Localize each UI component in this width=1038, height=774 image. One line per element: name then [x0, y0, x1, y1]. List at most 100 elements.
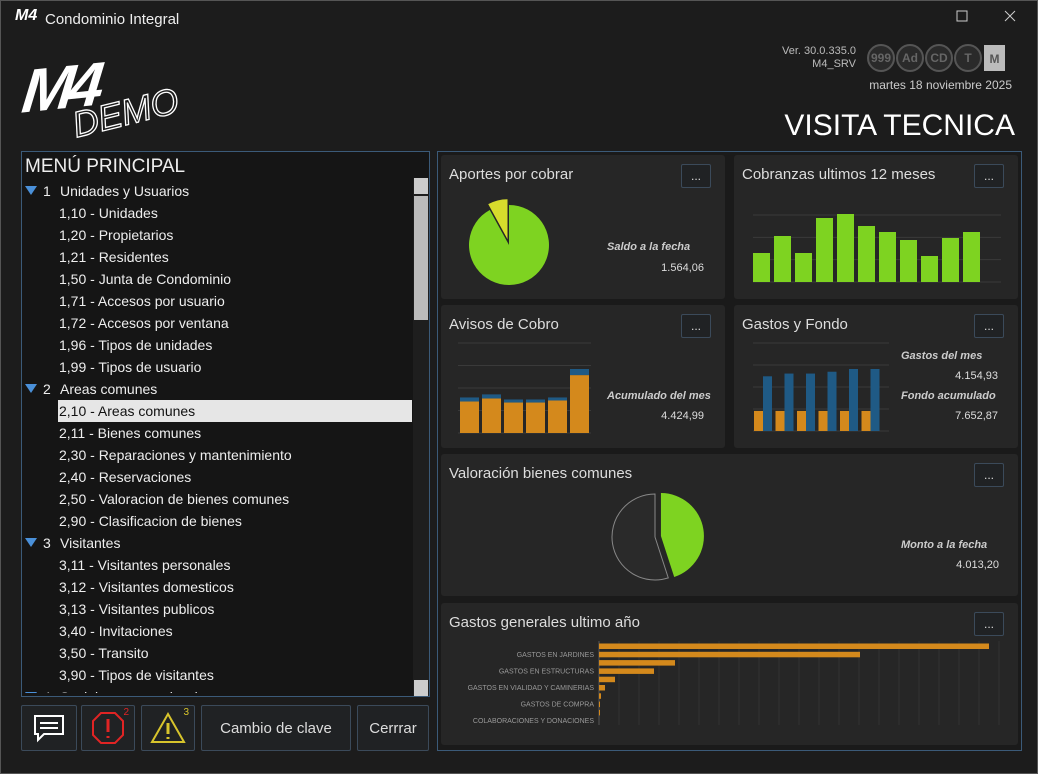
change-password-button[interactable]: Cambio de clave	[201, 705, 351, 751]
bar	[879, 232, 896, 282]
menu-item[interactable]: 1,21 - Residentes	[59, 249, 169, 265]
bar	[599, 660, 675, 666]
menu-item[interactable]: 3,13 - Visitantes publicos	[59, 601, 215, 617]
more-button[interactable]: ...	[974, 164, 1004, 188]
messages-button[interactable]	[21, 705, 77, 751]
chart-title: Aportes por cobrar	[449, 166, 573, 183]
annotation-label: Monto a la fecha	[901, 539, 987, 551]
menu-item[interactable]: 2,40 - Reservaciones	[59, 469, 192, 485]
chart-panel: Gastos y Fondo Gastos del mes 4.154,93 Fond…	[734, 305, 1018, 448]
version-info: Ver. 30.0.335.0 M4_SRV	[782, 45, 856, 71]
bar	[806, 373, 815, 431]
more-button[interactable]: ...	[974, 463, 1004, 487]
badge-label: CD	[930, 51, 948, 65]
more-button[interactable]: ...	[974, 314, 1004, 338]
chart: Valoración bienes comunes Monto a la fech…	[449, 465, 999, 581]
menu-item[interactable]: 3,40 - Invitaciones	[59, 623, 173, 639]
bar	[599, 693, 601, 699]
window-title: Condominio Integral	[45, 11, 180, 28]
menu-item[interactable]: 3,90 - Tipos de visitantes	[59, 667, 214, 683]
version: Ver. 30.0.335.0	[781, 45, 856, 57]
group-number: 1	[43, 183, 51, 199]
group-label: Unidades y Usuarios	[60, 183, 190, 199]
app-icon: M4	[15, 7, 38, 24]
alerts-button[interactable]: 2	[81, 705, 135, 751]
chart-panel: Aportes por cobrar Saldo a la fecha 1.564,…	[441, 155, 725, 299]
group-number: 3	[43, 535, 51, 551]
menu-item[interactable]: 1,20 - Propietarios	[59, 227, 174, 243]
menu-title: MENÚ PRINCIPAL	[25, 156, 186, 177]
group-label: Sociales y comunicacion	[60, 686, 213, 693]
menu-list: 1 Unidades y Usuarios 1,10 - Unidades 1,20 …	[22, 180, 412, 693]
category-label: GASTOS EN VIALIDAD Y CAMINERIAS	[468, 685, 595, 692]
menu-panel: MENÚ PRINCIPAL 1 Unidades y Usuarios 1,10 …	[21, 151, 430, 697]
menu-item[interactable]: 3,12 - Visitantes domesticos	[59, 579, 234, 595]
menu-item[interactable]: 3,50 - Transito	[59, 645, 149, 661]
chart: Avisos de Cobro Acumulado del mes 4.424,99	[449, 316, 711, 434]
menu-group[interactable]: 1 Unidades y Usuarios	[22, 180, 412, 202]
more-button[interactable]: ...	[974, 612, 1004, 636]
maximize[interactable]	[956, 10, 968, 22]
window-controls[interactable]	[951, 7, 1021, 27]
bar	[827, 371, 837, 431]
bar	[775, 410, 785, 431]
group-number: 2	[43, 381, 51, 397]
chart-panel: Gastos generales ultimo año GASTOS EN JAR…	[441, 603, 1018, 745]
bar	[754, 410, 763, 431]
close-x[interactable]	[1004, 10, 1016, 22]
menu-item[interactable]: 2,11 - Bienes comunes	[59, 425, 202, 441]
menu-item[interactable]: 1,72 - Accesos por ventana	[59, 315, 229, 331]
more-button[interactable]: ...	[681, 314, 711, 338]
menu-group[interactable]: 2 Areas comunes	[22, 378, 412, 400]
logo-sub: DEMO	[67, 79, 183, 141]
bar	[816, 218, 833, 282]
menu-item[interactable]: 1,71 - Accesos por usuario	[59, 293, 225, 309]
logo-demo: DEMO	[68, 80, 183, 141]
scroll-thumb[interactable]	[414, 196, 428, 320]
annotation-value: 7.652,87	[955, 410, 998, 422]
close-button[interactable]: Cerrrar	[357, 705, 429, 751]
menu-item[interactable]: 1,50 - Junta de Condominio	[59, 271, 231, 287]
scroll-up[interactable]	[414, 178, 428, 194]
category-label: GASTOS EN ESTRUCTURAS	[499, 668, 594, 675]
bar-segment	[526, 402, 545, 433]
menu-item[interactable]: 1,96 - Tipos de unidades	[59, 337, 213, 353]
bar-segment	[482, 398, 501, 433]
pie-slice	[611, 493, 669, 581]
bar	[795, 253, 812, 282]
bar-segment	[504, 399, 523, 403]
menu-item[interactable]: 1,10 - Unidades	[59, 205, 158, 221]
bar	[599, 709, 600, 716]
bar	[861, 410, 871, 431]
menu-item[interactable]: 2,50 - Valoracion de bienes comunes	[59, 491, 290, 507]
chart-title: Avisos de Cobro	[449, 316, 559, 333]
group-number: 4	[43, 686, 51, 693]
bar	[840, 410, 849, 431]
scrollbar[interactable]	[413, 178, 429, 696]
bar-segment	[570, 375, 589, 433]
chart: Aportes por cobrar Saldo a la fecha 1.564,…	[449, 166, 704, 285]
group-label: Areas comunes	[60, 381, 158, 397]
menu-item[interactable]: 2,30 - Reparaciones y mantenimiento	[59, 447, 292, 463]
more-button[interactable]: ...	[681, 164, 711, 188]
bar	[599, 701, 600, 708]
bar	[599, 651, 860, 658]
menu-item[interactable]: 2,10 - Areas comunes	[58, 400, 412, 422]
menu-item[interactable]: 1,99 - Tipos de usuario	[59, 359, 202, 375]
scroll-down[interactable]	[414, 680, 428, 696]
bar	[818, 410, 828, 431]
menu-item[interactable]: 2,90 - Clasificacion de bienes	[59, 513, 242, 529]
menu-group[interactable]: 4 Sociales y comunicacion	[22, 686, 412, 693]
annotation-value: 1.564,06	[661, 262, 704, 274]
warnings-button[interactable]: 3	[141, 705, 195, 751]
menu-group[interactable]: 3 Visitantes	[22, 532, 412, 554]
bar-segment	[526, 399, 545, 403]
chart-title: Gastos generales ultimo año	[449, 614, 640, 631]
bar	[921, 256, 938, 282]
page-title: VISITA TECNICA	[784, 109, 1015, 142]
menu-item[interactable]: 3,11 - Visitantes personales	[59, 557, 231, 573]
bar-segment	[548, 400, 567, 433]
badge-circle	[896, 44, 924, 72]
annotation-label: Saldo a la fecha	[607, 241, 690, 253]
